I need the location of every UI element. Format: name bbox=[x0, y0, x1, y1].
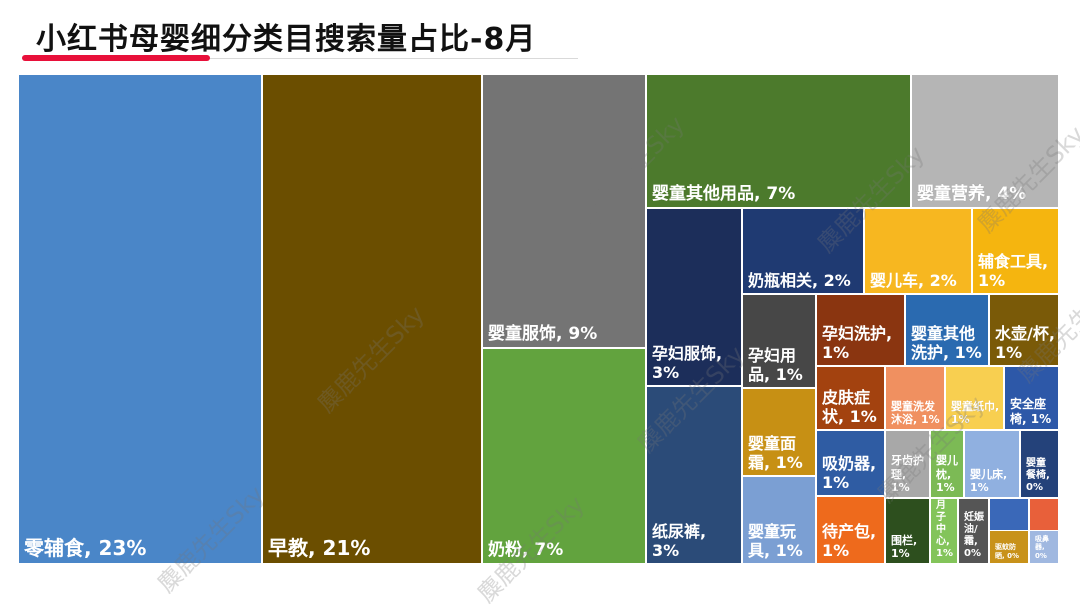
treemap-cell: 零辅食, 23% bbox=[18, 74, 262, 564]
treemap-cell: 妊娠油/霜, 0% bbox=[958, 498, 989, 564]
treemap-cell-label: 孕妇服饰, 3% bbox=[652, 343, 723, 382]
treemap-cell: 孕妇洗护, 1% bbox=[816, 294, 905, 366]
treemap-cell: 婴童玩具, 1% bbox=[742, 476, 816, 564]
treemap-cell: 婴童面霜, 1% bbox=[742, 388, 816, 476]
treemap-cell: 辅食工具, 1% bbox=[972, 208, 1059, 294]
treemap-cell: 婴童餐椅, 0% bbox=[1020, 430, 1059, 498]
treemap-cell-label: 婴儿车, 2% bbox=[870, 270, 957, 290]
treemap-cell: 孕妇用品, 1% bbox=[742, 294, 816, 388]
treemap-cell-label: 围栏, 1% bbox=[891, 533, 918, 560]
treemap-cell-label: 婴童餐椅, 0% bbox=[1026, 458, 1050, 493]
treemap-cell: 安全座椅, 1% bbox=[1004, 366, 1059, 430]
treemap-cell: 婴儿车, 2% bbox=[864, 208, 972, 294]
treemap-cell: 水壶/杯, 1% bbox=[989, 294, 1059, 366]
treemap-cell-label: 辅食工具, 1% bbox=[978, 251, 1049, 290]
treemap-cell-label: 婴童其他用品, 7% bbox=[652, 183, 796, 204]
treemap-cell-label: 婴童营养, 4% bbox=[917, 183, 1027, 204]
treemap-cell: 吸鼻器, 0% bbox=[1029, 530, 1059, 564]
treemap-cell-label: 奶粉, 7% bbox=[488, 539, 564, 560]
treemap-cell: 婴儿床, 1% bbox=[964, 430, 1020, 498]
treemap-cell-label: 皮肤症状, 1% bbox=[822, 387, 877, 426]
treemap-cell-label: 吸奶器, 1% bbox=[822, 453, 877, 492]
treemap-cell-label: 婴童纸巾, 1% bbox=[951, 399, 1000, 426]
treemap-cell-label: 水壶/杯, 1% bbox=[995, 323, 1055, 362]
treemap-cell-label: 牙齿护理, 1% bbox=[891, 454, 924, 494]
treemap-cell: 纸尿裤, 3% bbox=[646, 386, 742, 564]
treemap-cell: 婴童其他洗护, 1% bbox=[905, 294, 989, 366]
treemap-cell-label: 婴童面霜, 1% bbox=[748, 433, 803, 472]
treemap-cell-label: 纸尿裤, 3% bbox=[652, 521, 707, 560]
treemap-cell-label: 月子中心, 1% bbox=[936, 500, 953, 559]
treemap-cell-label: 驱蚊防晒, 0% bbox=[995, 543, 1019, 560]
treemap-cell-label: 婴童服饰, 9% bbox=[488, 323, 598, 344]
treemap-cell: 早教, 21% bbox=[262, 74, 482, 564]
treemap-cell-label: 婴童洗发沐浴, 1% bbox=[891, 399, 940, 426]
treemap-cell: 待产包, 1% bbox=[816, 496, 885, 564]
treemap-cell-label: 婴儿床, 1% bbox=[970, 467, 1008, 494]
title-underline bbox=[22, 58, 578, 59]
treemap-cell: 吸奶器, 1% bbox=[816, 430, 885, 496]
treemap-cell: 婴童纸巾, 1% bbox=[945, 366, 1004, 430]
treemap-cell: 围栏, 1% bbox=[885, 498, 930, 564]
treemap-cell-label: 待产包, 1% bbox=[822, 521, 877, 560]
treemap-chart: 零辅食, 23% 早教, 21% 婴童服饰, 9% 奶粉, 7% 婴童其他用品, 7% 婴… bbox=[18, 74, 1059, 564]
treemap-cell: 婴童营养, 4% bbox=[911, 74, 1059, 208]
treemap-cell: 婴童洗发沐浴, 1% bbox=[885, 366, 945, 430]
treemap-cell-label: 妊娠油/霜, 0% bbox=[964, 512, 984, 559]
treemap-cell: 月子中心, 1% bbox=[930, 498, 958, 564]
treemap-cell: 婴童服饰, 9% bbox=[482, 74, 646, 348]
treemap-cell: 皮肤症状, 1% bbox=[816, 366, 885, 430]
treemap-cell-label: 早教, 21% bbox=[268, 536, 371, 560]
treemap-cell-label: 吸鼻器, 0% bbox=[1035, 534, 1049, 560]
treemap-cell: 孕妇服饰, 3% bbox=[646, 208, 742, 386]
title-accent-bar bbox=[22, 55, 210, 61]
treemap-cell-label: 婴童其他洗护, 1% bbox=[911, 323, 982, 362]
treemap-cell: 牙齿护理, 1% bbox=[885, 430, 930, 498]
treemap-cell-label: 孕妇用品, 1% bbox=[748, 345, 803, 384]
treemap-cell-label: 婴童玩具, 1% bbox=[748, 521, 803, 560]
treemap-cell-label: 安全座椅, 1% bbox=[1010, 397, 1052, 426]
treemap-cell: 驱蚊防晒, 0% bbox=[989, 530, 1029, 564]
treemap-cell-label: 零辅食, 23% bbox=[24, 536, 147, 560]
treemap-cell: 奶瓶相关, 2% bbox=[742, 208, 864, 294]
treemap-cell: 奶粉, 7% bbox=[482, 348, 646, 564]
treemap-cell: 婴童其他用品, 7% bbox=[646, 74, 911, 208]
treemap-cell-label: 奶瓶相关, 2% bbox=[748, 270, 851, 290]
treemap-cell-label: 婴儿枕, 1% bbox=[936, 454, 958, 494]
treemap-cell: 婴儿枕, 1% bbox=[930, 430, 964, 498]
treemap-cell-label: 孕妇洗护, 1% bbox=[822, 323, 893, 362]
chart-title: 小红书母婴细分类目搜索量占比-8月 bbox=[36, 22, 537, 57]
